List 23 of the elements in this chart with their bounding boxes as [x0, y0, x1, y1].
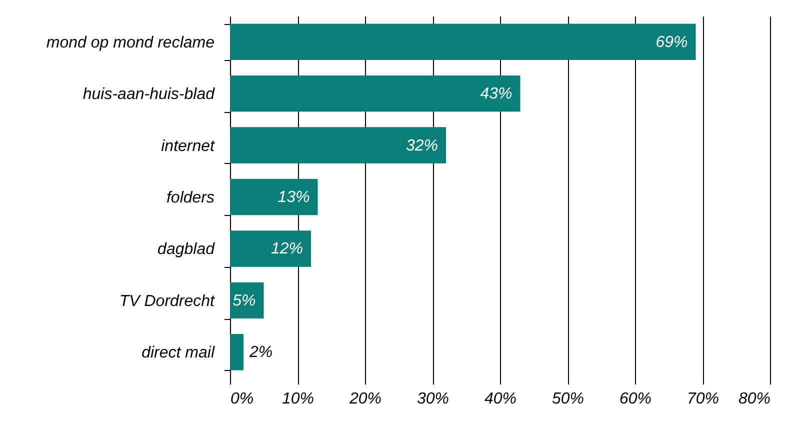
x-tick-label: 80%: [738, 390, 770, 408]
y-tick-label: huis-aan-huis-blad: [82, 86, 216, 104]
data-label: 32%: [406, 137, 438, 154]
y-tick-label: mond op mond reclame: [46, 34, 215, 52]
x-tick-label: 60%: [619, 390, 652, 408]
x-tick-label: 70%: [686, 390, 720, 408]
y-tick-label: dagblad: [158, 241, 216, 258]
data-label: 43%: [480, 86, 512, 103]
data-label: 5%: [232, 292, 256, 310]
y-tick-label: direct mail: [142, 344, 215, 362]
x-tick-label: 40%: [484, 390, 517, 408]
x-tick-label: 0%: [230, 390, 254, 408]
data-label: 13%: [278, 189, 310, 206]
y-tick-label: folders: [166, 190, 214, 206]
y-tick-label: internet: [161, 138, 216, 155]
data-label: 2%: [248, 344, 273, 362]
x-tick-label: 50%: [552, 390, 584, 408]
x-tick-label: 10%: [282, 390, 314, 408]
data-label: 12%: [270, 240, 303, 258]
x-tick-label: 20%: [348, 390, 382, 408]
y-tick-label: TV Dordrecht: [119, 292, 216, 310]
x-tick-label: 30%: [416, 390, 450, 408]
data-label: 69%: [656, 34, 688, 51]
